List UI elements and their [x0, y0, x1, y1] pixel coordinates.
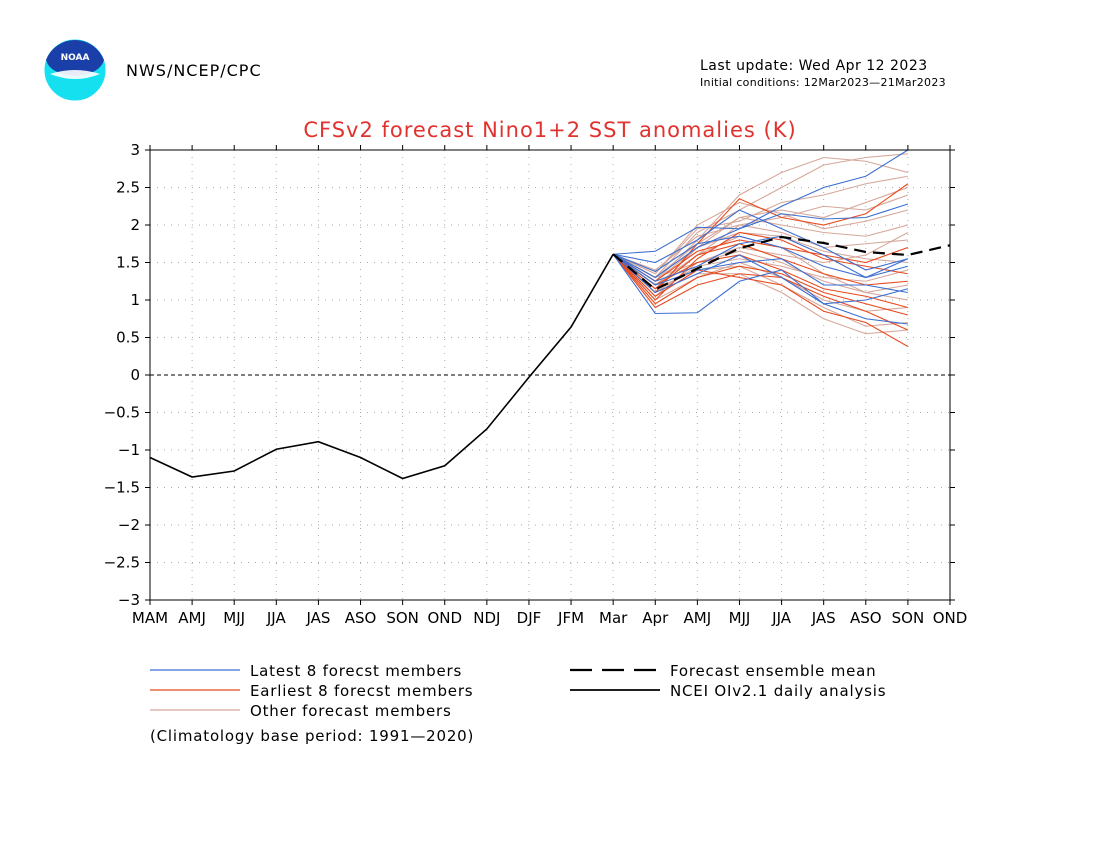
x-tick-label: SON [386, 609, 419, 627]
x-tick-label: AMJ [178, 609, 206, 627]
earliest-member-line [612, 253, 909, 309]
y-tick-label: −0.5 [104, 404, 140, 422]
noaa-logo: NOAA [43, 38, 107, 102]
y-tick-label: 0 [130, 366, 140, 384]
other-member-line [612, 175, 908, 275]
x-tick-label: SON [892, 609, 925, 627]
other-member-line [612, 224, 908, 271]
other-member-line [612, 186, 909, 279]
other-member-line [612, 216, 909, 290]
y-tick-label: 0.5 [116, 329, 140, 347]
y-tick-label: −1.5 [104, 479, 140, 497]
x-tick-label: OND [933, 609, 968, 627]
x-tick-label: JAS [811, 609, 836, 627]
ensemble-mean-line [612, 235, 951, 291]
last-update: Last update: Wed Apr 12 2023 [700, 58, 928, 74]
latest-member-line [613, 149, 909, 255]
observed-line [149, 253, 614, 480]
y-tick-label: 1 [130, 291, 140, 309]
x-tick-label: Apr [642, 609, 669, 627]
x-tick-label: Mar [599, 609, 628, 627]
other-member-line [612, 250, 908, 297]
x-tick-label: DJF [517, 609, 542, 627]
x-tick-label: ASO [850, 609, 882, 627]
legend-label-earliest: Earliest 8 forecst members [250, 682, 473, 700]
chart-title: CFSv2 forecast Nino1+2 SST anomalies (K) [303, 118, 796, 142]
logo-text: NOAA [61, 53, 90, 63]
latest-member-line [612, 253, 908, 325]
x-tick-label: JJA [266, 609, 287, 627]
legend-label-latest: Latest 8 forecst members [250, 662, 462, 680]
earliest-member-line [612, 183, 909, 294]
legend-label-other: Other forecast members [250, 702, 452, 720]
y-tick-label: −1 [118, 441, 140, 459]
x-tick-label: ASO [345, 609, 377, 627]
latest-member-line [612, 203, 909, 279]
x-tick-label: MJJ [223, 609, 245, 627]
org-name: NWS/NCEP/CPC [126, 61, 262, 80]
y-tick-label: 2 [130, 216, 140, 234]
latest-member-line [612, 253, 909, 305]
latest-member-line [612, 235, 909, 279]
x-tick-label: AMJ [684, 609, 712, 627]
y-tick-label: 2.5 [116, 179, 140, 197]
earliest-member-line [612, 253, 909, 347]
climatology-note: (Climatology base period: 1991—2020) [150, 727, 474, 745]
x-tick-label: MJJ [729, 609, 751, 627]
y-tick-label: 1.5 [116, 254, 140, 272]
x-tick-label: JFM [557, 609, 584, 627]
earliest-member-line [612, 253, 909, 316]
y-tick-label: −2 [118, 516, 140, 534]
y-tick-label: −2.5 [104, 554, 140, 572]
earliest-member-line [612, 243, 908, 290]
initial-conditions: Initial conditions: 12Mar2023—21Mar2023 [700, 76, 946, 89]
latest-member-line [613, 209, 909, 271]
latest-member-line [612, 253, 908, 294]
legend-label-mean: Forecast ensemble mean [670, 662, 876, 680]
legend-label-observed: NCEI OIv2.1 daily analysis [670, 682, 886, 700]
x-tick-label: JJA [771, 609, 792, 627]
latest-member-line [612, 235, 909, 282]
x-tick-label: MAM [132, 609, 168, 627]
y-tick-label: −3 [118, 591, 140, 609]
earliest-member-line [612, 239, 909, 282]
x-tick-label: NDJ [473, 609, 500, 627]
earliest-member-line [612, 231, 908, 301]
other-member-line [612, 153, 908, 279]
y-tick-label: 3 [130, 141, 140, 159]
x-tick-label: JAS [305, 609, 330, 627]
other-member-line [612, 156, 909, 282]
x-tick-label: OND [427, 609, 462, 627]
